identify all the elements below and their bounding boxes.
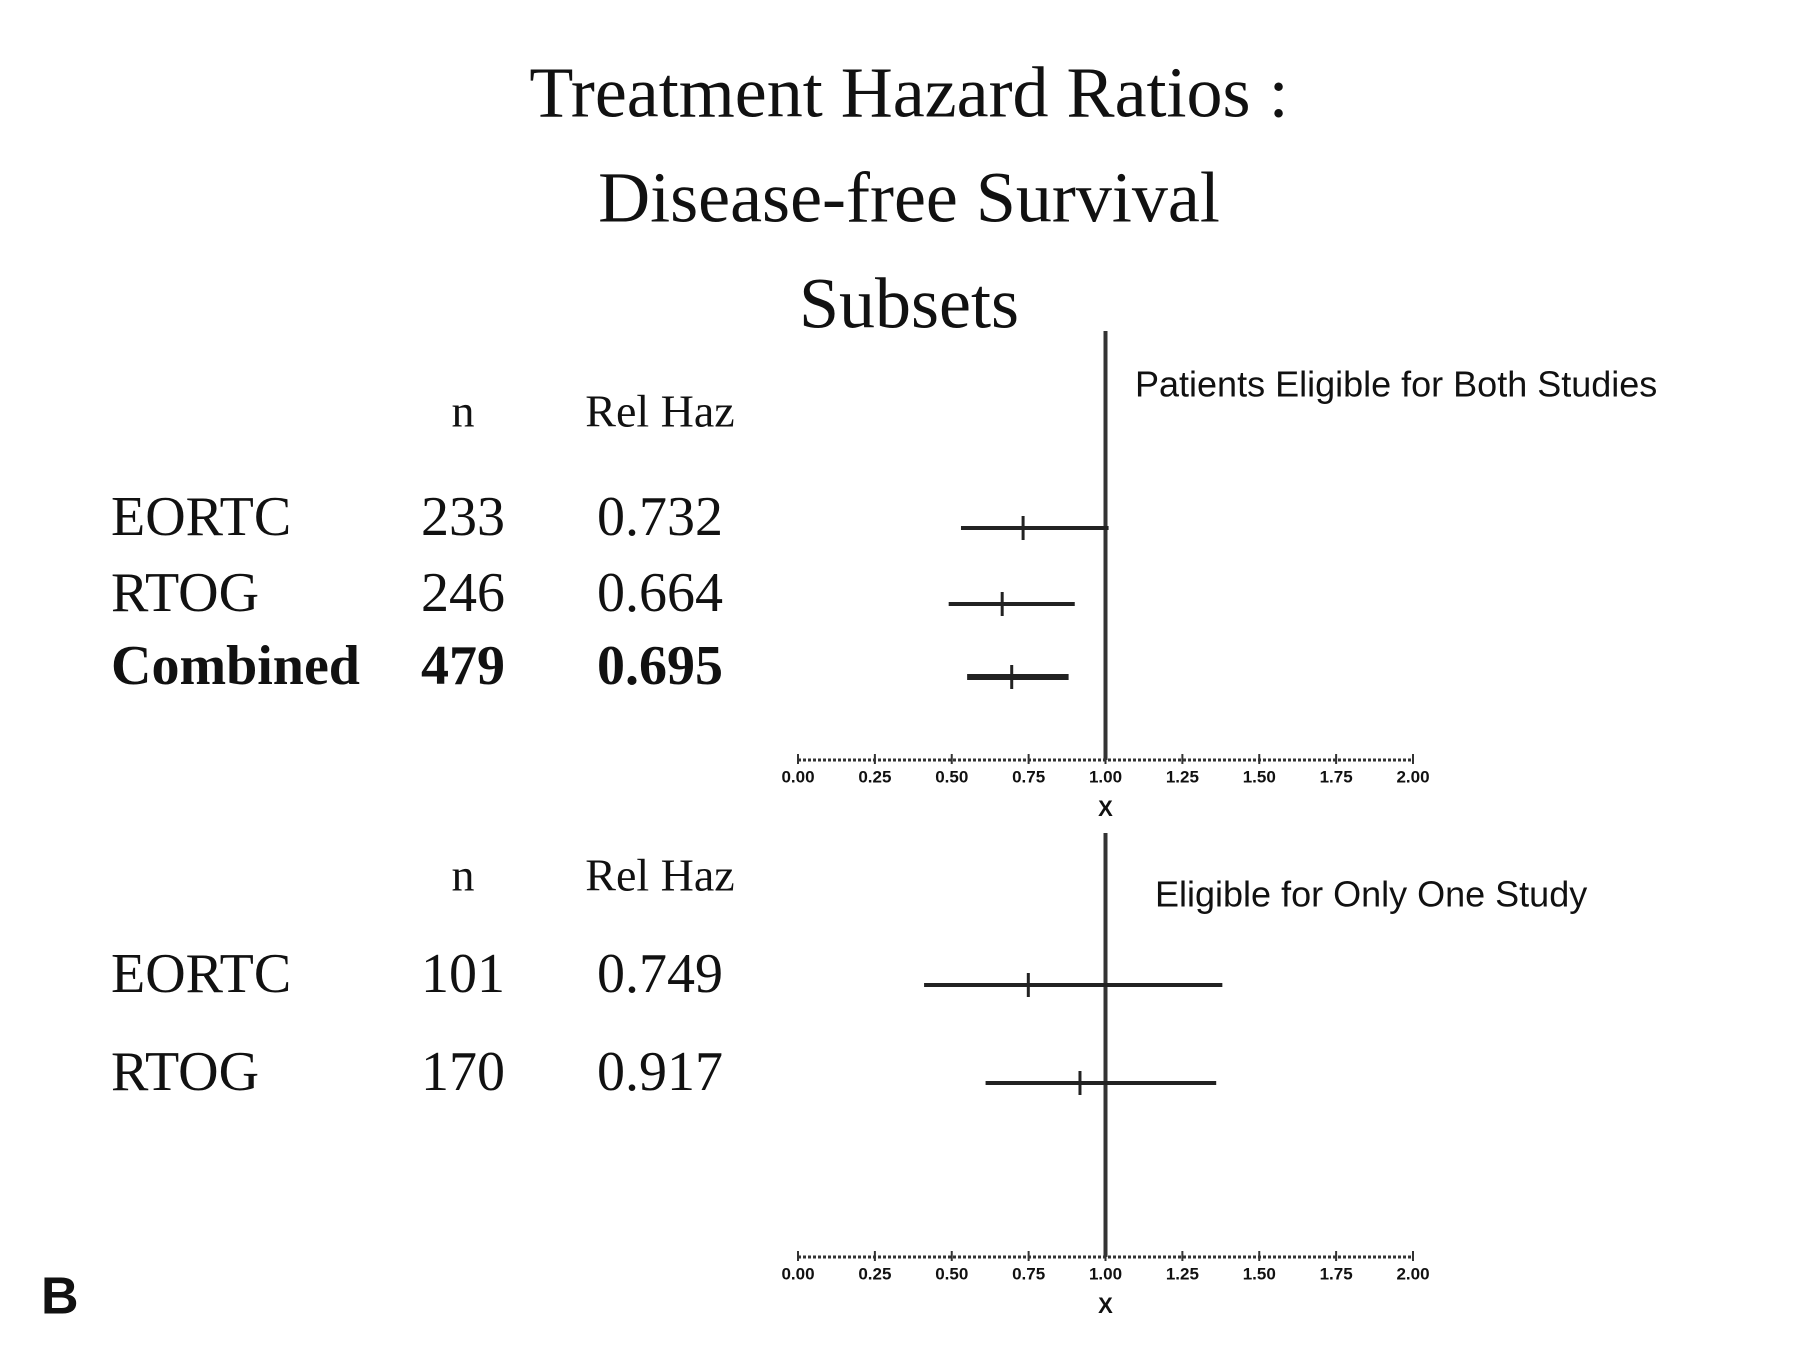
x-tick-label: 1.75 <box>1320 1264 1353 1283</box>
hazard-ratio: 0.749 <box>597 943 723 1005</box>
x-tick-label: 1.00 <box>1089 767 1122 786</box>
chart-title: Disease-free Survival <box>598 158 1220 238</box>
hazard-ratio: 0.695 <box>597 635 723 697</box>
panel-subtitle: Eligible for Only One Study <box>1155 874 1587 915</box>
x-tick-label: 1.25 <box>1166 767 1199 786</box>
column-header: Rel Haz <box>585 386 734 437</box>
sample-size: 101 <box>421 943 505 1005</box>
x-tick-label: 1.00 <box>1089 1264 1122 1283</box>
x-tick-label: 2.00 <box>1396 1264 1429 1283</box>
x-tick-label: 1.50 <box>1243 767 1276 786</box>
sample-size: 233 <box>421 486 505 548</box>
x-tick-label: 0.75 <box>1012 1264 1045 1283</box>
x-tick-label: 0.00 <box>781 1264 814 1283</box>
sample-size: 246 <box>421 562 505 624</box>
x-tick-label: 1.75 <box>1320 767 1353 786</box>
hazard-ratio: 0.732 <box>597 486 723 548</box>
x-tick-label: 1.25 <box>1166 1264 1199 1283</box>
x-tick-label: 0.00 <box>781 767 814 786</box>
hazard-ratio: 0.664 <box>597 562 723 624</box>
sample-size: 170 <box>421 1041 505 1103</box>
study-name: RTOG <box>111 1041 259 1103</box>
panel-subtitle: Patients Eligible for Both Studies <box>1135 364 1657 405</box>
study-name: Combined <box>111 635 360 697</box>
x-tick-label: 0.25 <box>858 1264 891 1283</box>
column-header: Rel Haz <box>585 850 734 901</box>
x-axis-label: X <box>1098 1293 1113 1318</box>
hazard-ratio: 0.917 <box>597 1041 723 1103</box>
column-header: n <box>452 850 475 901</box>
x-tick-label: 0.50 <box>935 767 968 786</box>
study-name: RTOG <box>111 562 259 624</box>
x-tick-label: 1.50 <box>1243 1264 1276 1283</box>
study-name: EORTC <box>111 943 291 1005</box>
study-name: EORTC <box>111 486 291 548</box>
x-axis-label: X <box>1098 796 1113 821</box>
chart-title: Subsets <box>799 264 1019 344</box>
column-header: n <box>452 386 475 437</box>
x-tick-label: 0.25 <box>858 767 891 786</box>
panel-label: B <box>41 1268 79 1326</box>
sample-size: 479 <box>421 635 505 697</box>
chart-title: Treatment Hazard Ratios : <box>529 53 1288 133</box>
x-tick-label: 0.50 <box>935 1264 968 1283</box>
x-tick-label: 2.00 <box>1396 767 1429 786</box>
x-tick-label: 0.75 <box>1012 767 1045 786</box>
